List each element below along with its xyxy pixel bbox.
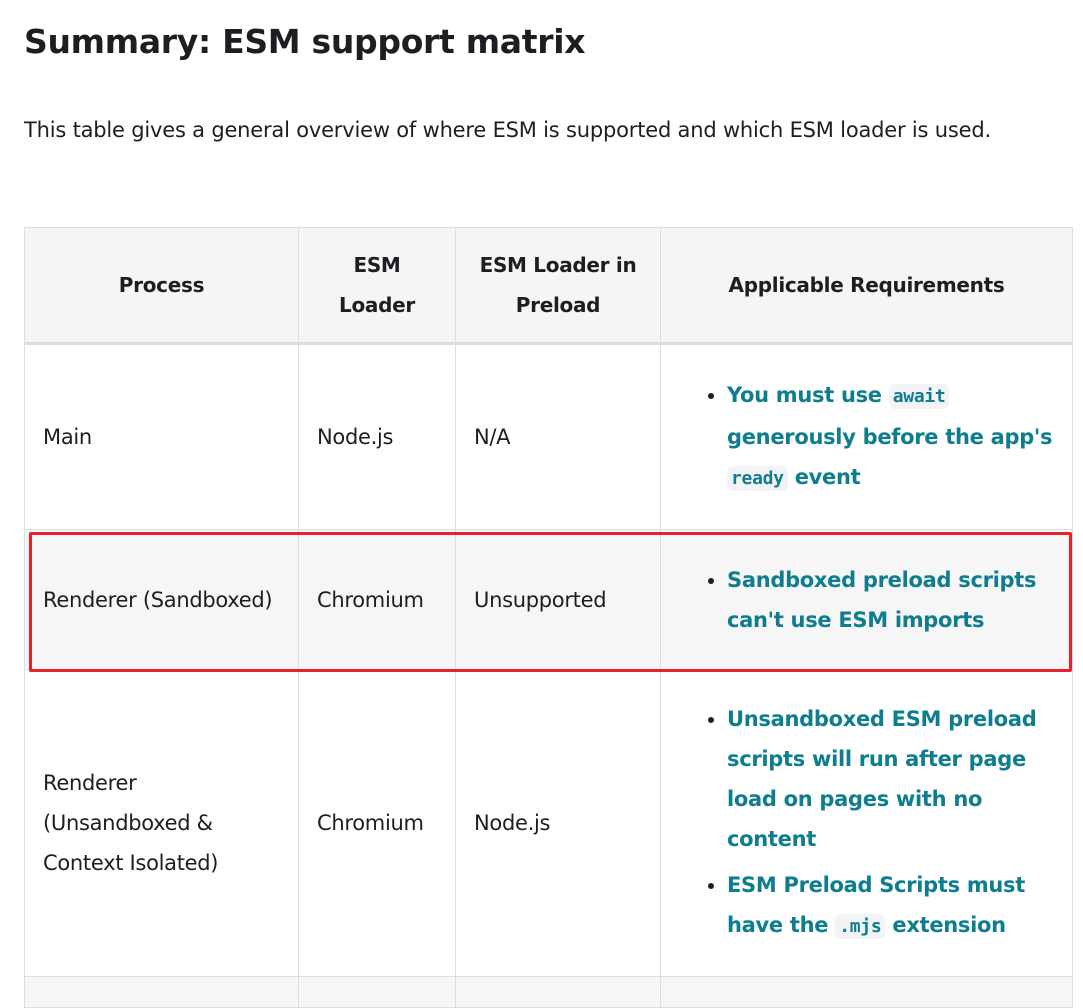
- intro-paragraph: This table gives a general overview of w…: [24, 118, 991, 142]
- header-requirements: Applicable Requirements: [660, 227, 1073, 345]
- table-row: [24, 976, 1073, 1008]
- requirement-item: ESM Preload Scripts must have the .mjs e…: [727, 865, 1054, 947]
- requirement-link[interactable]: ESM Preload Scripts must have the .mjs e…: [727, 873, 1025, 939]
- header-esm-loader: ESM Loader: [298, 227, 456, 345]
- cell-loader: Node.js: [298, 343, 456, 530]
- cell-preload: Node.js: [455, 669, 661, 977]
- cell-process: Renderer (Unsandboxed & Context Isolated…: [24, 669, 299, 977]
- inline-code: .mjs: [835, 914, 886, 939]
- cell-process: Main: [24, 343, 299, 530]
- header-esm-loader-preload: ESM Loader in Preload: [455, 227, 661, 345]
- cell-loader: Chromium: [298, 529, 456, 670]
- esm-support-table: Process ESM Loader ESM Loader in Preload…: [24, 227, 1073, 1008]
- cell-requirements: Unsandboxed ESM preload scripts will run…: [660, 669, 1073, 977]
- inline-code: await: [888, 384, 950, 409]
- table-row: Main Node.js N/A You must use await gene…: [24, 343, 1073, 530]
- table-row: Renderer (Unsandboxed & Context Isolated…: [24, 669, 1073, 977]
- requirement-link[interactable]: Sandboxed preload scripts can't use ESM …: [727, 567, 1037, 632]
- requirement-item: Sandboxed preload scripts can't use ESM …: [727, 560, 1054, 640]
- requirement-item: Unsandboxed ESM preload scripts will run…: [727, 699, 1054, 859]
- cell-process: Renderer (Sandboxed): [24, 529, 299, 670]
- cell-loader: Chromium: [298, 669, 456, 977]
- cell-requirements: You must use await generously before the…: [660, 343, 1073, 530]
- page-title: Summary: ESM support matrix: [24, 22, 586, 61]
- cell-preload: Unsupported: [455, 529, 661, 670]
- requirement-link[interactable]: You must use await generously before the…: [727, 383, 1053, 491]
- cell-preload: N/A: [455, 343, 661, 530]
- inline-code: ready: [727, 466, 788, 491]
- table-row: Renderer (Sandboxed) Chromium Unsupporte…: [24, 529, 1073, 670]
- table-header-row: Process ESM Loader ESM Loader in Preload…: [24, 227, 1073, 345]
- requirement-item: You must use await generously before the…: [727, 375, 1054, 499]
- cell-requirements: Sandboxed preload scripts can't use ESM …: [660, 529, 1073, 670]
- header-process: Process: [24, 227, 299, 345]
- requirement-link[interactable]: Unsandboxed ESM preload scripts will run…: [727, 707, 1037, 851]
